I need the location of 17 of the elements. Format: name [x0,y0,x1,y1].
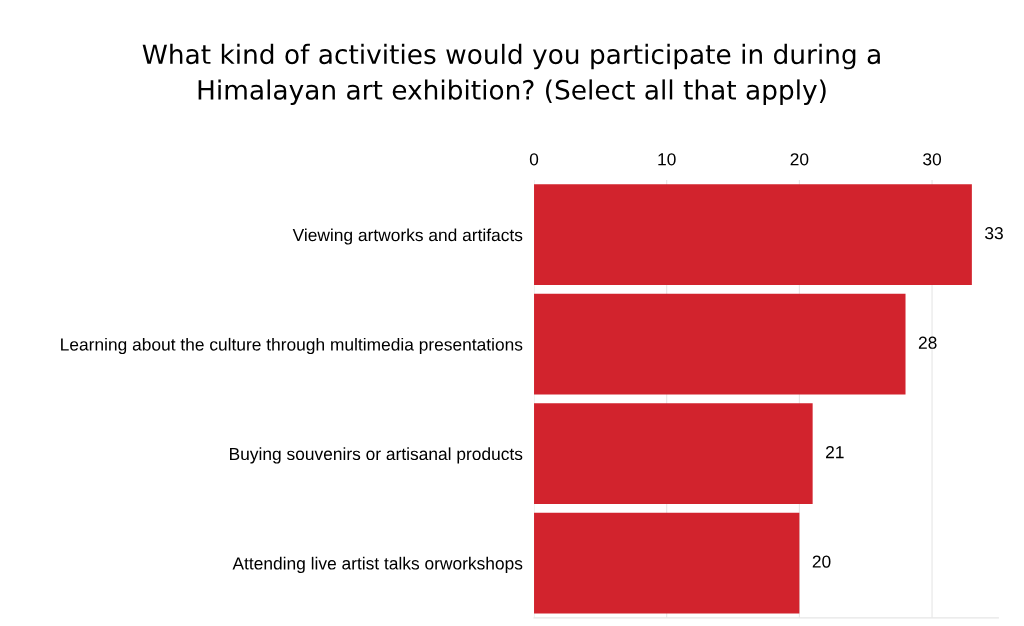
data-label: 33 [985,227,1003,240]
x-tick-label: 20 [790,153,809,166]
bar [534,512,800,614]
bar [534,184,972,286]
chart-title: What kind of activities would you participate in during a Himalayan art exhibition? (Select all that apply) [142,43,880,105]
x-tick-label: 0 [529,153,539,166]
x-tick-label: 10 [658,153,676,166]
x-tick-label: 30 [923,153,942,166]
data-label: 21 [826,446,844,459]
bar [534,403,813,505]
data-label: 20 [812,555,831,568]
data-label: 28 [918,336,937,349]
y-tick-label: Learning about the culture through multimedia presentations [61,337,523,355]
y-tick-label: Viewing artworks and artifacts [292,228,523,245]
y-tick-label: Buying souvenirs or artisanal products [230,447,523,464]
bar [534,293,906,395]
y-tick-label: Attending live artist talks orworkshops [232,556,523,574]
